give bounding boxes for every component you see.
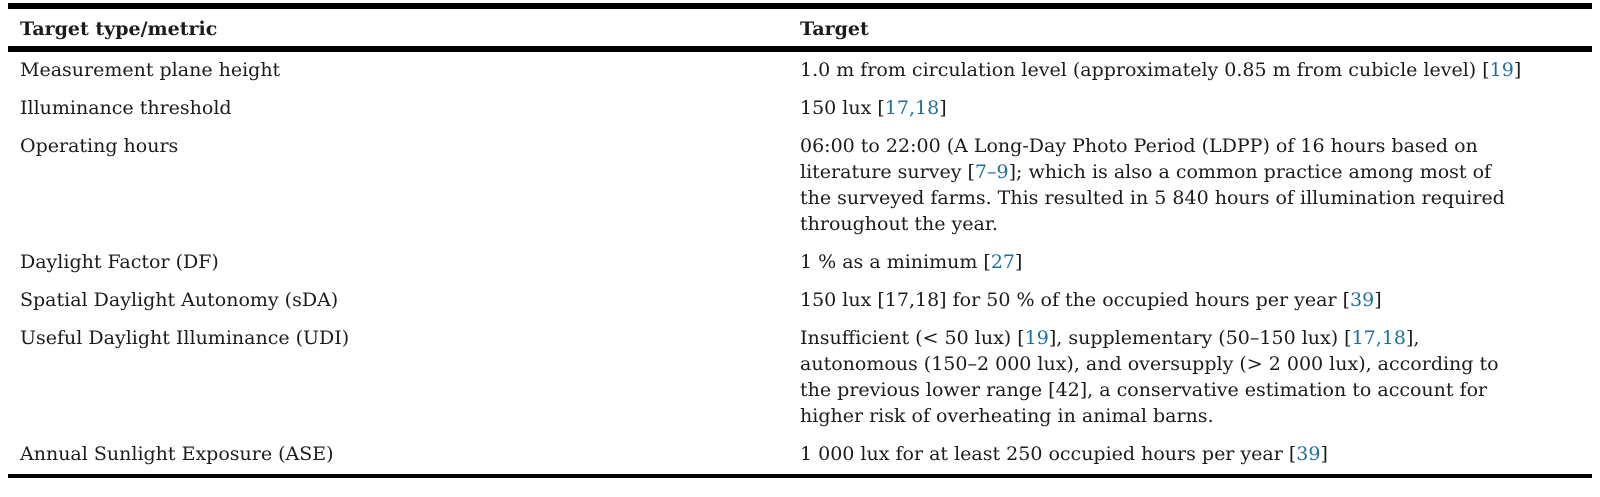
target-text: 150 lux [ [800, 97, 885, 119]
target-text: ], supplementary (50–150 lux) [ [1048, 327, 1352, 349]
target-cell: 150 lux [17,18] for 50 % of the occupied… [798, 282, 1592, 320]
metric-cell: Operating hours [20, 135, 179, 157]
target-text-line: higher risk of overheating in animal bar… [800, 403, 1592, 429]
metric-cell: Measurement plane height [20, 59, 281, 81]
metric-cell: Annual Sunlight Exposure (ASE) [20, 443, 334, 465]
target-text: higher risk of overheating in animal bar… [800, 405, 1214, 427]
target-text: the previous lower range [42], a conserv… [800, 379, 1488, 401]
table-row: Useful Daylight Illuminance (UDI) Insuff… [8, 320, 1592, 436]
target-text: 150 lux [17,18] for 50 % of the occupied… [800, 289, 1350, 311]
target-text: 1 % as a minimum [ [800, 251, 991, 273]
metric-cell: Daylight Factor (DF) [20, 251, 219, 273]
target-text: ] [939, 97, 947, 119]
target-text: throughout the year. [800, 213, 998, 235]
col-header-target: Target [798, 6, 1592, 52]
metric-cell: Spatial Daylight Autonomy (sDA) [20, 289, 339, 311]
target-text: ] [1320, 443, 1328, 465]
target-cell: 06:00 to 22:00 (A Long-Day Photo Period … [798, 128, 1592, 244]
target-text: 06:00 to 22:00 (A Long-Day Photo Period … [800, 135, 1478, 157]
target-text-line: the previous lower range [42], a conserv… [800, 377, 1592, 403]
citation-link[interactable]: 27 [990, 251, 1016, 273]
citation-link[interactable]: 7–9 [974, 161, 1009, 183]
table-row: Illuminance threshold 150 lux [17,18] [8, 90, 1592, 128]
target-text-line: Insufficient (< 50 lux) [19], supplement… [800, 325, 1592, 351]
target-text-line: 150 lux [17,18] [800, 95, 1592, 121]
table-row: Annual Sunlight Exposure (ASE) 1 000 lux… [8, 436, 1592, 476]
metric-cell: Illuminance threshold [20, 97, 232, 119]
citation-link[interactable]: 17,18 [1351, 327, 1406, 349]
header-row: Target type/metric Target [8, 6, 1592, 52]
table-row: Daylight Factor (DF) 1 % as a minimum [2… [8, 244, 1592, 282]
citation-link[interactable]: 39 [1296, 443, 1321, 465]
target-text: 1 000 lux for at least 250 occupied hour… [800, 443, 1297, 465]
metric-cell: Useful Daylight Illuminance (UDI) [20, 327, 350, 349]
target-cell: 1 000 lux for at least 250 occupied hour… [798, 436, 1592, 476]
target-text: 1.0 m from circulation level (approximat… [800, 59, 1490, 81]
target-cell: 1.0 m from circulation level (approximat… [798, 49, 1592, 90]
target-cell: 1 % as a minimum [27] [798, 244, 1592, 282]
citation-link[interactable]: 39 [1350, 289, 1375, 311]
target-text-line: autonomous (150–2 000 lux), and oversupp… [800, 351, 1592, 377]
target-cell: Insufficient (< 50 lux) [19], supplement… [798, 320, 1592, 436]
col-header-metric: Target type/metric [8, 6, 798, 52]
target-text-line: throughout the year. [800, 211, 1592, 237]
target-text: ], [1406, 327, 1420, 349]
target-text-line: 150 lux [17,18] for 50 % of the occupied… [800, 287, 1592, 313]
table-row: Measurement plane height 1.0 m from circ… [8, 49, 1592, 90]
table-row: Spatial Daylight Autonomy (sDA) 150 lux … [8, 282, 1592, 320]
target-text-line: 1.0 m from circulation level (approximat… [800, 57, 1592, 83]
table-row: Operating hours 06:00 to 22:00 (A Long-D… [8, 128, 1592, 244]
target-text-line: the surveyed farms. This resulted in 5 8… [800, 185, 1592, 211]
target-text-line: 1 % as a minimum [27] [800, 249, 1592, 275]
target-text: ] [1015, 251, 1023, 273]
target-cell: 150 lux [17,18] [798, 90, 1592, 128]
target-text-line: literature survey [7–9]; which is also a… [800, 159, 1592, 185]
target-text-line: 06:00 to 22:00 (A Long-Day Photo Period … [800, 133, 1592, 159]
target-text: ]; which is also a common practice among… [1008, 161, 1492, 183]
daylight-targets-table: Target type/metric Target Measurement pl… [8, 3, 1592, 478]
target-text: ] [1374, 289, 1382, 311]
citation-link[interactable]: 19 [1024, 327, 1049, 349]
target-text: ] [1513, 59, 1522, 81]
target-text: Insufficient (< 50 lux) [ [800, 327, 1025, 349]
target-text: literature survey [ [800, 161, 975, 183]
citation-link[interactable]: 19 [1489, 59, 1514, 81]
citation-link[interactable]: 17,18 [884, 97, 940, 119]
target-text: autonomous (150–2 000 lux), and oversupp… [800, 353, 1499, 375]
target-text: the surveyed farms. This resulted in 5 8… [800, 187, 1505, 209]
target-text-line: 1 000 lux for at least 250 occupied hour… [800, 441, 1592, 467]
